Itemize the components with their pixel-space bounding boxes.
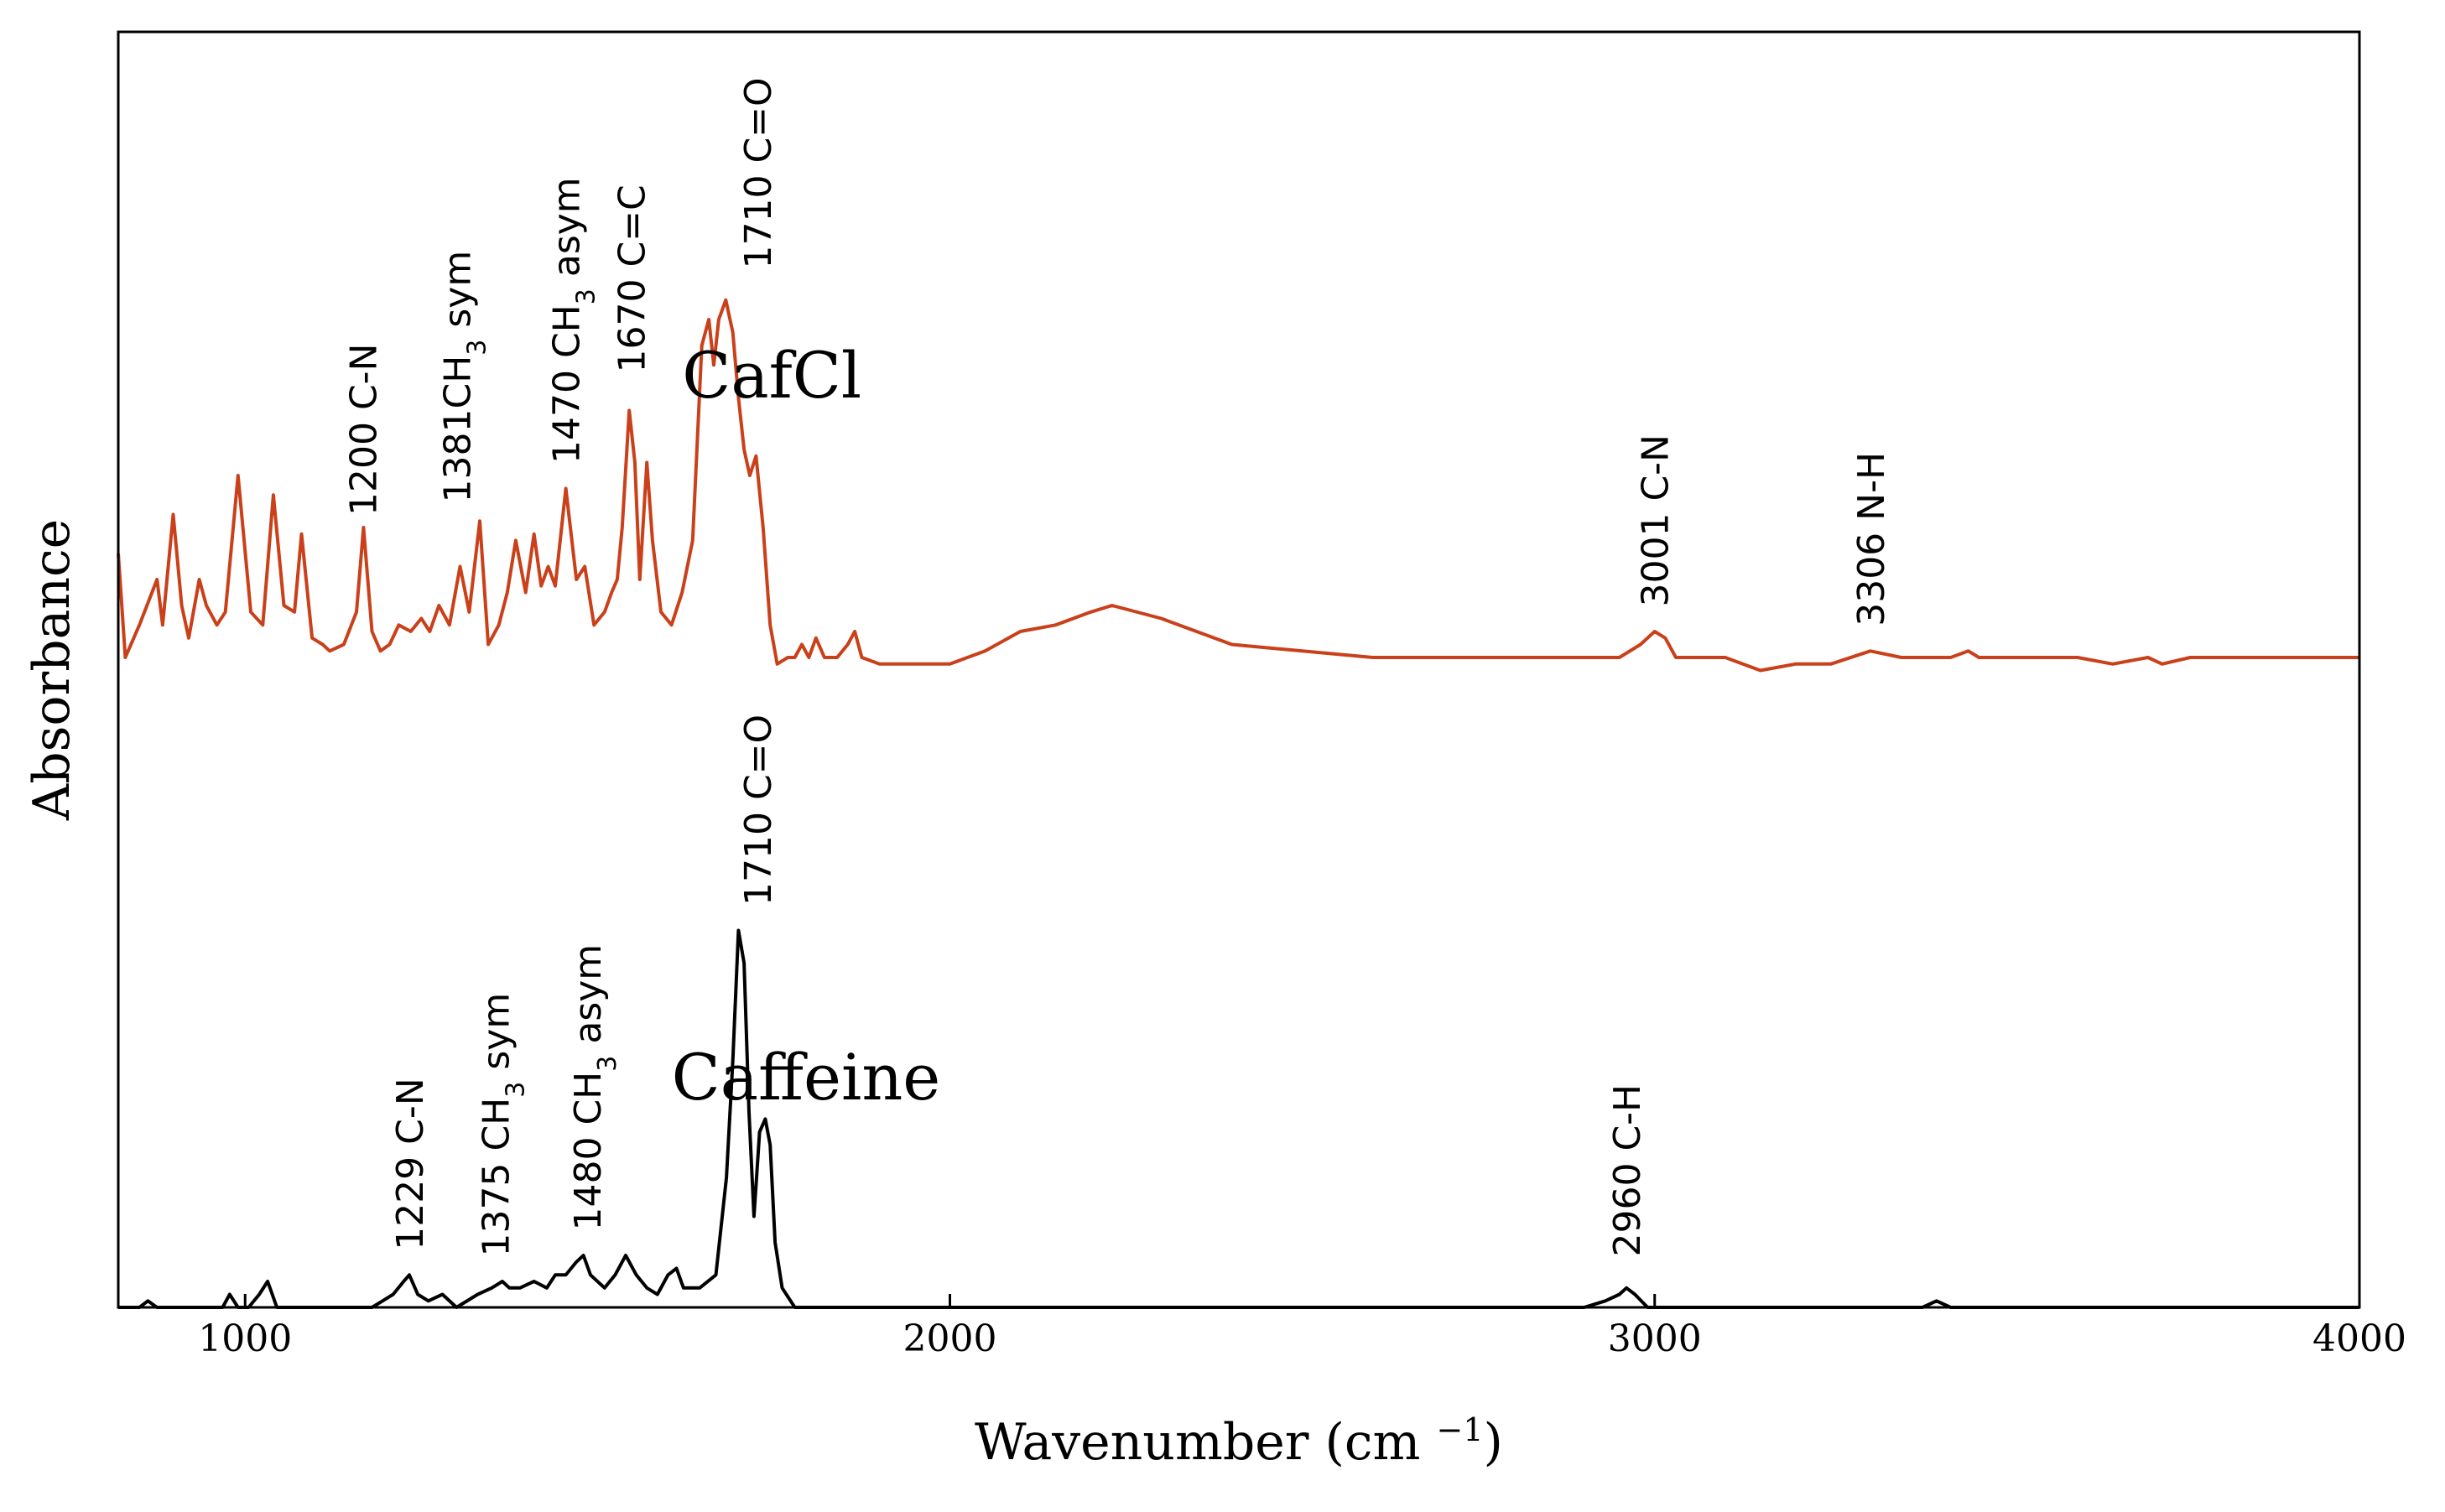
- peak-label: 1381CH3 sym: [436, 251, 492, 503]
- axis-layer: 1000 2000 3000 4000 Wavenumber (cm −1) Absorb…: [23, 519, 2406, 1472]
- x-tick-label: 3000: [1608, 1317, 1702, 1360]
- x-tick-label: 4000: [2312, 1317, 2406, 1360]
- peak-label: 1470 CH3 asym: [546, 177, 601, 464]
- peak-label: 1375 CH3 sym: [476, 993, 531, 1257]
- series-line-cafcl: [117, 298, 2359, 673]
- peak-label: 1200 C-N: [343, 344, 386, 516]
- peak-label: 1710 C=O: [737, 714, 780, 906]
- x-tick-label: 1000: [198, 1317, 292, 1360]
- x-axis-title: Wavenumber (cm −1): [975, 1411, 1503, 1472]
- peak-label: 3306 N-H: [1850, 452, 1893, 626]
- annotation-layer: 1200 C-N 1381CH3 sym 1470 CH3 asym 1670 C=C…: [343, 77, 1893, 1256]
- series-name-caffeine: Caffeine: [672, 1040, 941, 1115]
- y-axis-title: Absorbance: [23, 519, 81, 821]
- peak-label: 3001 C-N: [1635, 434, 1678, 606]
- series-name-cafcl: CafCl: [682, 338, 861, 413]
- peak-label: 2960 C-H: [1606, 1084, 1649, 1257]
- peak-label: 1670 C=C: [611, 184, 654, 372]
- plot-frame: [117, 30, 2361, 1309]
- x-tick-label: 2000: [903, 1317, 997, 1360]
- series-line-caffeine: [118, 928, 2359, 1309]
- peak-label: 1229 C-N: [389, 1078, 432, 1250]
- peak-label: 1480 CH3 asym: [567, 944, 622, 1231]
- peak-label: 1710 C=O: [737, 77, 780, 268]
